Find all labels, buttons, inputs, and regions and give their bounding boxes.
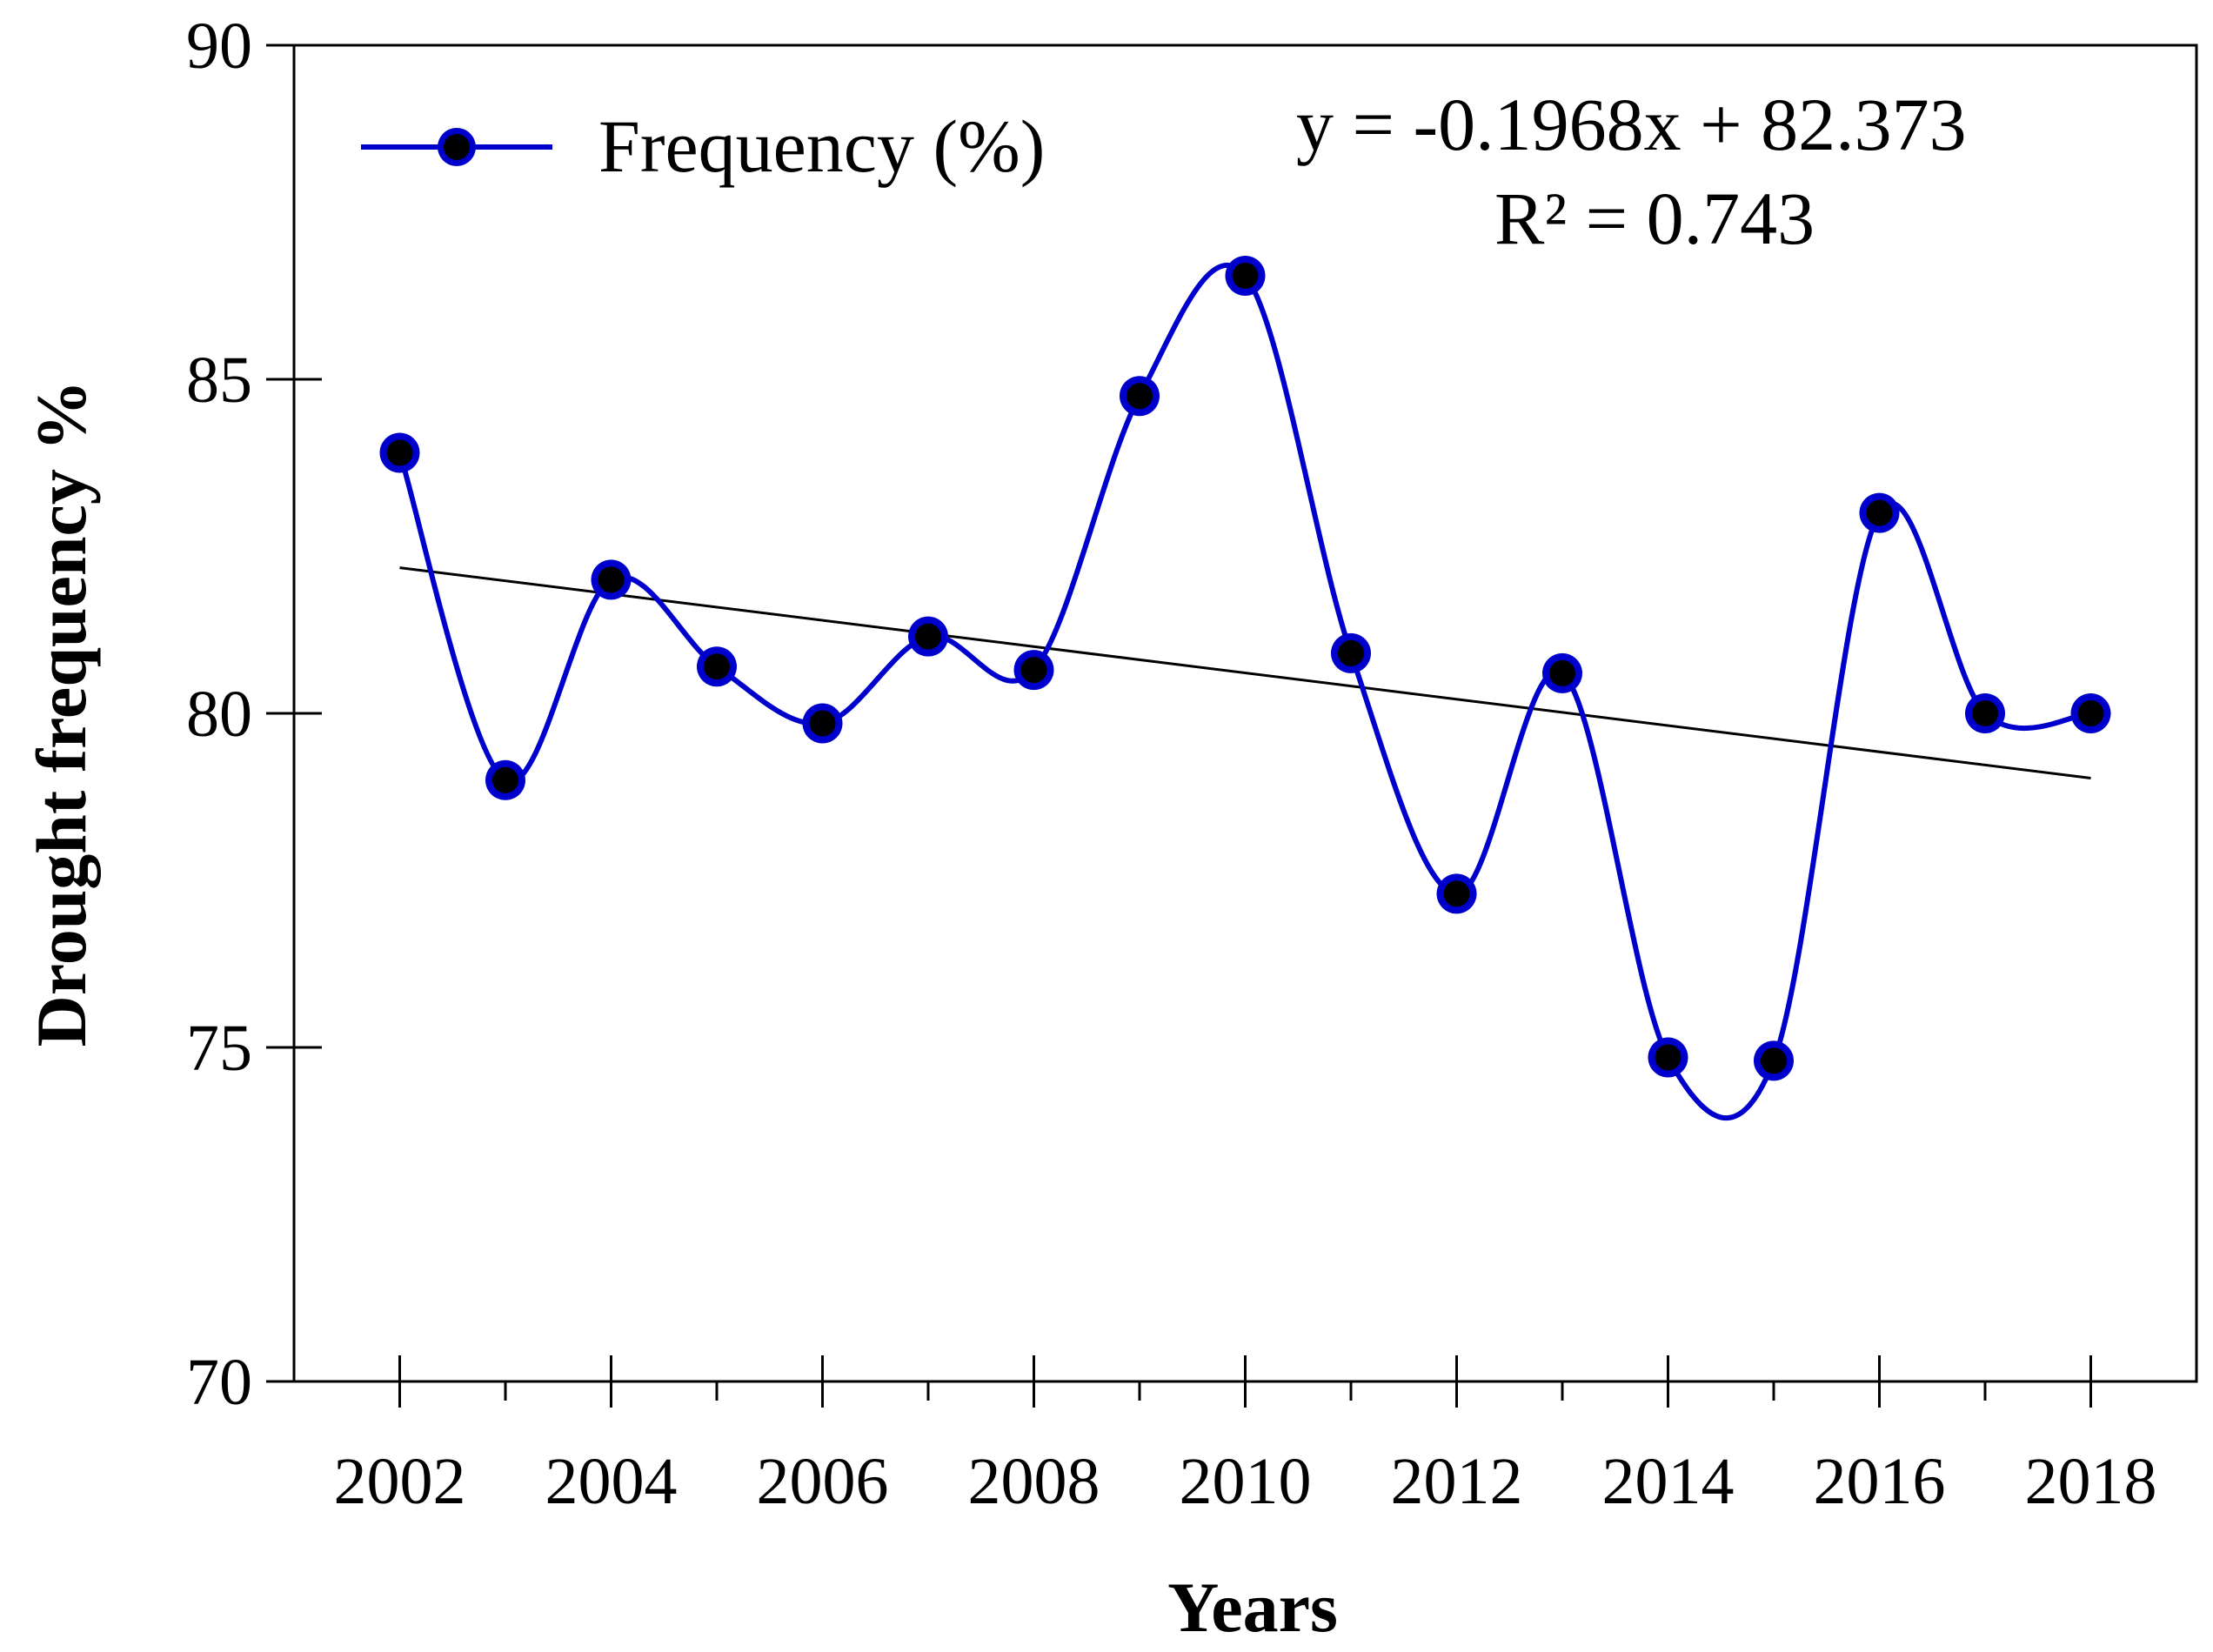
x-tick-label-2006: 2006: [757, 1445, 889, 1518]
series-markers: [379, 255, 2111, 1081]
data-point-center-2012: [1443, 880, 1470, 907]
data-point-center-2007: [915, 623, 941, 650]
trend-equation: y = -0.1968x + 82.373: [1296, 83, 1967, 166]
x-tick-label-2010: 2010: [1180, 1445, 1312, 1518]
y-tick-label-85: 85: [186, 344, 252, 417]
x-tick-label-2004: 2004: [545, 1445, 678, 1518]
trendline: [399, 566, 2091, 779]
data-point-center-2015: [1761, 1047, 1787, 1074]
trend-r-squared: R² = 0.743: [1494, 177, 1815, 260]
data-point-center-2004: [598, 566, 625, 593]
data-point-center-2018: [2077, 700, 2104, 726]
tick-marks: [266, 43, 2092, 1408]
data-point-center-2017: [1972, 700, 1998, 726]
x-tick-label-2016: 2016: [1814, 1445, 1946, 1518]
y-tick-label-80: 80: [186, 678, 252, 751]
data-point-center-2009: [1127, 383, 1153, 410]
x-tick-label-2012: 2012: [1391, 1445, 1523, 1518]
x-tick-label-2002: 2002: [334, 1445, 466, 1518]
y-tick-label-75: 75: [186, 1012, 252, 1085]
y-tick-label-70: 70: [186, 1346, 252, 1419]
tick-labels: 70 75 80 85 90 2002 2004 2006 2008 2010 2012 2014 20…: [186, 10, 2157, 1518]
x-tick-label-2014: 2014: [1602, 1445, 1735, 1518]
series-line-frequency: [397, 262, 2091, 1121]
data-point-center-2002: [386, 439, 413, 466]
x-tick-label-2008: 2008: [968, 1445, 1100, 1518]
data-point-center-2014: [1655, 1044, 1681, 1071]
data-point-center-2005: [704, 653, 730, 680]
data-point-center-2010: [1232, 262, 1259, 289]
y-axis-title: Drought frequency %: [22, 380, 101, 1047]
y-tick-label-90: 90: [186, 10, 252, 83]
x-axis-title: Years: [1167, 1568, 1338, 1647]
data-point-center-2016: [1866, 499, 1893, 526]
data-point-center-2011: [1338, 639, 1364, 666]
legend-label: Frequency (%): [598, 104, 1045, 188]
data-point-center-2008: [1020, 657, 1047, 684]
data-point-center-2013: [1549, 659, 1575, 686]
legend-marker-center: [444, 134, 470, 160]
data-point-center-2006: [809, 710, 836, 737]
legend: Frequency (%): [361, 104, 1045, 188]
x-tick-label-2018: 2018: [2025, 1445, 2157, 1518]
data-point-center-2003: [492, 766, 518, 793]
